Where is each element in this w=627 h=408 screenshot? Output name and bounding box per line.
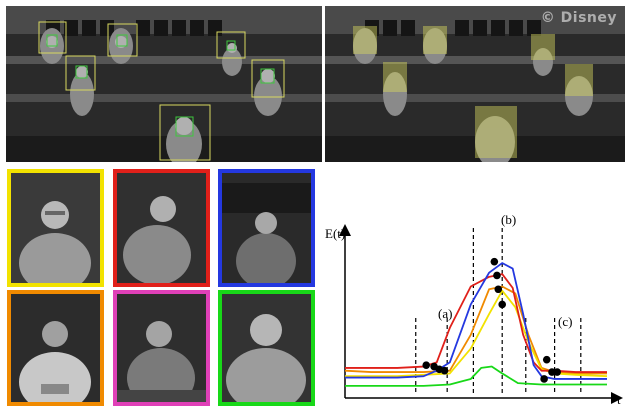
- scene-heatmap-svg: [325, 6, 625, 162]
- crop-green-person: [218, 290, 315, 406]
- annotation-c: (c): [558, 314, 572, 329]
- scene-detections-image: [6, 6, 322, 162]
- person-portrait-2: [117, 173, 206, 283]
- keypoint-dot: [498, 300, 506, 309]
- keypoint-dot: [494, 285, 503, 294]
- crop-magenta-person: [113, 290, 210, 406]
- crop-orange-person: [7, 290, 104, 406]
- energy-plot: E(t) t (a) (b) (c): [325, 168, 625, 406]
- annotation-b: (b): [501, 212, 516, 227]
- energy-plot-svg: E(t) t (a) (b) (c): [325, 212, 623, 406]
- keypoint-dot: [493, 271, 501, 280]
- scene-heatmap-image: © Disney: [325, 6, 625, 162]
- crop-yellow-person: [7, 169, 104, 287]
- energy-series-line-2: [345, 289, 608, 378]
- energy-series-line-4: [345, 262, 607, 380]
- energy-series-line-1: [344, 285, 607, 375]
- keypoint-dot: [542, 355, 551, 364]
- keypoint-dot: [440, 366, 449, 375]
- annotation-a: (a): [438, 306, 452, 321]
- keypoint-dot: [548, 368, 556, 376]
- x-axis-label: t: [617, 392, 621, 406]
- keypoint-dot: [540, 375, 548, 383]
- keypoint-dot: [422, 361, 431, 369]
- crop-blue-person: [218, 169, 315, 287]
- person-portrait-3: [222, 173, 311, 283]
- watermark-text: © Disney: [540, 10, 617, 26]
- person-portrait-4: [11, 294, 100, 402]
- keypoint-dot: [553, 368, 562, 376]
- crop-red-person: [113, 169, 210, 287]
- y-axis-label: E(t): [325, 226, 345, 241]
- energy-series-line-5: [345, 365, 607, 387]
- person-portrait-1: [11, 173, 100, 283]
- keypoint-dot: [490, 257, 499, 266]
- person-portrait-5: [117, 294, 206, 402]
- person-portrait-6: [222, 294, 311, 402]
- scene-detections-svg: [6, 6, 322, 162]
